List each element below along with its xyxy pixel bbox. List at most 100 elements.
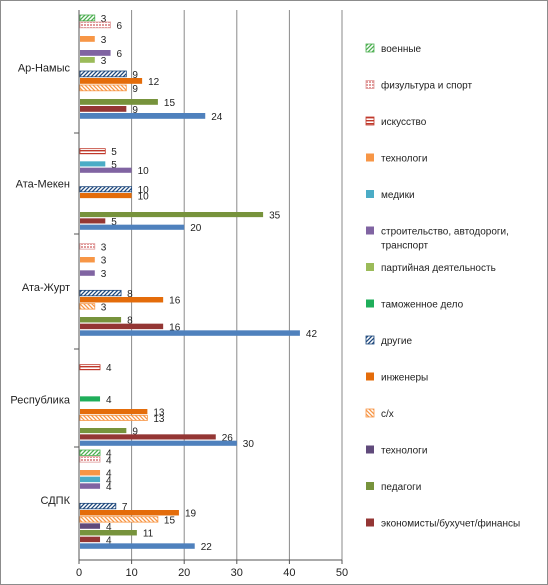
data-label: 5 [111,147,117,158]
legend-label: партийная деятельность [381,263,496,274]
plot-area: 0 10 20 30 40 50 Ар-Намыс Ата-Мекен Ата-Журт Респ… [10,10,348,579]
bar [80,476,101,483]
data-label: 8 [127,289,133,300]
bar [80,218,106,224]
bar [80,483,101,489]
legend-swatch [365,43,375,53]
x-tick-label: 40 [283,567,295,579]
data-label: 11 [143,529,154,540]
x-tick-label: 10 [125,567,137,579]
legend-label: технологи [381,154,427,165]
bar [80,470,101,476]
data-label: 10 [138,192,150,203]
data-label: 4 [106,449,112,460]
data-label: 9 [132,84,138,95]
bar [80,106,127,112]
bar [80,543,195,549]
legend-swatch [366,482,374,490]
data-label: 3 [101,242,107,253]
data-label: 35 [269,211,281,222]
legend-swatch [366,518,374,527]
data-label: 6 [117,21,123,32]
data-label: 22 [201,542,213,553]
data-label: 4 [106,522,112,533]
legend-label: строительство, автодороги, транспорт [381,227,509,252]
data-label: 3 [101,256,107,267]
x-tick-label: 0 [76,567,82,579]
legend-swatch [366,263,374,271]
bar [80,167,132,173]
bar [79,243,96,250]
bar [80,530,137,536]
data-label: 24 [211,112,223,123]
legend-swatch [365,408,375,418]
legend-swatch [365,335,375,345]
legend-label: педагоги [381,482,421,493]
data-label: 8 [127,316,133,327]
bar [80,323,164,330]
data-label: 9 [132,427,138,438]
x-tick-label: 50 [336,567,348,579]
bar [79,148,106,155]
data-label: 15 [164,515,176,526]
bar [79,456,101,463]
data-label: 5 [111,217,117,228]
bar [79,364,101,371]
data-label: 12 [148,77,160,88]
bar [80,317,122,323]
bar [79,414,148,421]
legend-label: медики [381,190,415,201]
data-label: 4 [106,482,112,493]
legend: военные физультура и спорт искусство технол… [365,43,520,530]
bar [80,257,95,263]
legend-label: другие [381,336,413,347]
data-label: 4 [106,395,112,406]
bar [80,270,95,276]
legend-swatch [366,190,374,198]
data-label: 3 [101,269,107,280]
legend-label: таможенное дело [381,300,464,311]
legend-label: искусство [381,117,427,128]
bar [79,502,117,510]
category-label: Ата-Мекен [16,179,70,191]
bar [80,536,101,543]
category-label: Ар-Намыс [18,63,71,75]
bar [79,21,111,29]
category-label: Ата-Журт [22,282,70,294]
data-label: 3 [101,302,107,313]
bar [80,50,111,56]
category-label: Республика [10,395,70,407]
data-label: 16 [169,296,181,307]
bar [80,396,101,402]
bar [80,224,185,230]
x-tick-label: 30 [231,567,243,579]
data-label: 5 [111,160,117,171]
data-label: 9 [132,105,138,116]
bar [80,409,148,415]
data-label: 19 [185,509,197,520]
bar [80,510,179,516]
bar [79,289,122,297]
data-label: 26 [222,433,234,444]
legend-label: с/х [381,409,394,420]
data-label: 20 [190,223,202,234]
bar [79,449,101,456]
legend-label: технологи [381,446,427,457]
bar [80,434,216,440]
bar [79,84,127,92]
data-label: 7 [122,502,128,513]
bar [80,36,95,42]
legend-swatch [366,372,374,381]
data-label: 42 [306,329,318,340]
data-label: 3 [101,14,107,25]
bar [79,186,132,193]
legend-swatch [366,445,374,454]
legend-label: военные [381,44,422,55]
bar [79,14,96,22]
data-label: 13 [153,414,165,425]
data-label: 10 [138,166,150,177]
legend-swatch [366,226,374,235]
bar [80,78,143,84]
bar [79,303,96,310]
